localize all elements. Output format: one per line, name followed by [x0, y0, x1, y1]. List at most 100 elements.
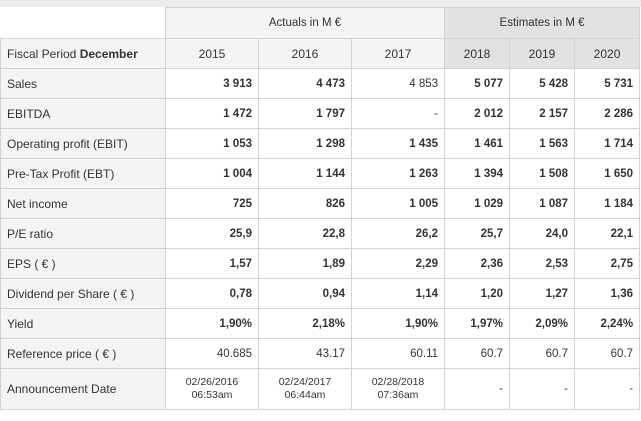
cell-value: 2,24% [574, 308, 641, 339]
cell-value: 1 508 [509, 158, 576, 189]
table-row-sales: Sales 3 913 4 473 4 853 5 077 5 428 5 73… [0, 68, 641, 99]
cell-value: 1,57 [165, 248, 259, 279]
estimates-header: Estimates in M € [444, 7, 641, 39]
financials-table: Actuals in M € Estimates in M € Fiscal P… [0, 7, 641, 410]
cell-value: 1 714 [574, 128, 641, 159]
cell-value: 43.17 [258, 338, 352, 369]
cell-value: 25,9 [165, 218, 259, 249]
cell-value: 4 853 [350, 68, 446, 99]
cell-value: 1,14 [350, 278, 446, 309]
cell-value: 24,0 [509, 218, 576, 249]
year-header-2016: 2016 [258, 38, 352, 69]
cell-value: 1 563 [509, 128, 576, 159]
cell-value: 1,36 [574, 278, 641, 309]
announcement-cell: 02/28/2018 07:36am [350, 368, 446, 410]
announcement-date: 02/28/2018 [371, 376, 425, 388]
row-label: P/E ratio [0, 218, 166, 249]
cell-value: 1 263 [350, 158, 446, 189]
cell-value: 1,27 [509, 278, 576, 309]
cell-value: 725 [165, 188, 259, 219]
cell-value: 1 087 [509, 188, 576, 219]
row-label: Pre-Tax Profit (EBT) [0, 158, 166, 189]
cell-value: 2,53 [509, 248, 576, 279]
cell-value: 60.7 [509, 338, 576, 369]
actuals-header: Actuals in M € [164, 7, 446, 39]
cell-value: - [350, 98, 446, 129]
year-header-2020: 2020 [574, 38, 641, 69]
cell-value: 22,8 [258, 218, 352, 249]
cell-value: 26,2 [350, 218, 446, 249]
cell-value: 2,75 [574, 248, 641, 279]
fiscal-period-month: December [79, 46, 138, 61]
table-row-eps: EPS ( € ) 1,57 1,89 2,29 2,36 2,53 2,75 [0, 248, 641, 279]
announcement-date: 02/24/2017 [278, 376, 332, 388]
table-row-net-income: Net income 725 826 1 005 1 029 1 087 1 1… [0, 188, 641, 219]
cell-value: 1 053 [165, 128, 259, 159]
cell-value: 0,78 [165, 278, 259, 309]
table-row-pe-ratio: P/E ratio 25,9 22,8 26,2 25,7 24,0 22,1 [0, 218, 641, 249]
cell-value: 2 012 [444, 98, 511, 129]
top-bar [0, 0, 641, 7]
announcement-time: 06:44am [284, 389, 326, 401]
cell-value: 1 298 [258, 128, 352, 159]
row-label: Net income [0, 188, 166, 219]
row-label: Sales [0, 68, 166, 99]
cell-value: 0,94 [258, 278, 352, 309]
cell-value: 5 077 [444, 68, 511, 99]
cell-value: 25,7 [444, 218, 511, 249]
cell-value: 1 144 [258, 158, 352, 189]
row-label: EBITDA [0, 98, 166, 129]
cell-value: 2,18% [258, 308, 352, 339]
year-header-2018: 2018 [444, 38, 511, 69]
table-row-pre-tax-profit: Pre-Tax Profit (EBT) 1 004 1 144 1 263 1… [0, 158, 641, 189]
table-row-dividend-per-share: Dividend per Share ( € ) 0,78 0,94 1,14 … [0, 278, 641, 309]
cell-value: 826 [258, 188, 352, 219]
cell-value: 1,90% [165, 308, 259, 339]
cell-value: 1,20 [444, 278, 511, 309]
row-label: Reference price ( € ) [0, 338, 166, 369]
cell-value: 1 029 [444, 188, 511, 219]
cell-value: 40.685 [165, 338, 259, 369]
row-label: EPS ( € ) [0, 248, 166, 279]
cell-value: 2,09% [509, 308, 576, 339]
cell-value: 1 184 [574, 188, 641, 219]
year-header-2017: 2017 [350, 38, 446, 69]
announcement-cell: - [509, 368, 576, 410]
table-row-announcement-date: Announcement Date 02/26/2016 06:53am 02/… [0, 368, 641, 410]
announcement-cell: - [574, 368, 641, 410]
cell-value: 4 473 [258, 68, 352, 99]
table-row-reference-price: Reference price ( € ) 40.685 43.17 60.11… [0, 338, 641, 369]
cell-value: 3 913 [165, 68, 259, 99]
cell-value: 1,89 [258, 248, 352, 279]
row-label: Operating profit (EBIT) [0, 128, 166, 159]
row-label: Dividend per Share ( € ) [0, 278, 166, 309]
cell-value: 22,1 [574, 218, 641, 249]
cell-value: 1 394 [444, 158, 511, 189]
announcement-date: 02/26/2016 [185, 376, 239, 388]
cell-value: 1,90% [350, 308, 446, 339]
row-label: Yield [0, 308, 166, 339]
fiscal-period-prefix: Fiscal Period [7, 46, 80, 61]
cell-value: 1 461 [444, 128, 511, 159]
corner-blank [0, 7, 166, 39]
year-header-2019: 2019 [509, 38, 576, 69]
table-row-ebitda: EBITDA 1 472 1 797 - 2 012 2 157 2 286 [0, 98, 641, 129]
fiscal-period-header: Fiscal Period December [0, 38, 166, 69]
cell-value: 2,36 [444, 248, 511, 279]
cell-value: 1 005 [350, 188, 446, 219]
cell-value: 1 797 [258, 98, 352, 129]
cell-value: 1 004 [165, 158, 259, 189]
announcement-cell: 02/26/2016 06:53am [165, 368, 259, 410]
cell-value: 60.7 [574, 338, 641, 369]
cell-value: 2 286 [574, 98, 641, 129]
cell-value: 1,97% [444, 308, 511, 339]
cell-value: 5 428 [509, 68, 576, 99]
cell-value: 1 435 [350, 128, 446, 159]
cell-value: 2 157 [509, 98, 576, 129]
cell-value: 1 650 [574, 158, 641, 189]
announcement-cell: 02/24/2017 06:44am [258, 368, 352, 410]
year-header-2015: 2015 [165, 38, 259, 69]
table-row-yield: Yield 1,90% 2,18% 1,90% 1,97% 2,09% 2,24… [0, 308, 641, 339]
announcement-time: 06:53am [191, 389, 233, 401]
cell-value: 5 731 [574, 68, 641, 99]
